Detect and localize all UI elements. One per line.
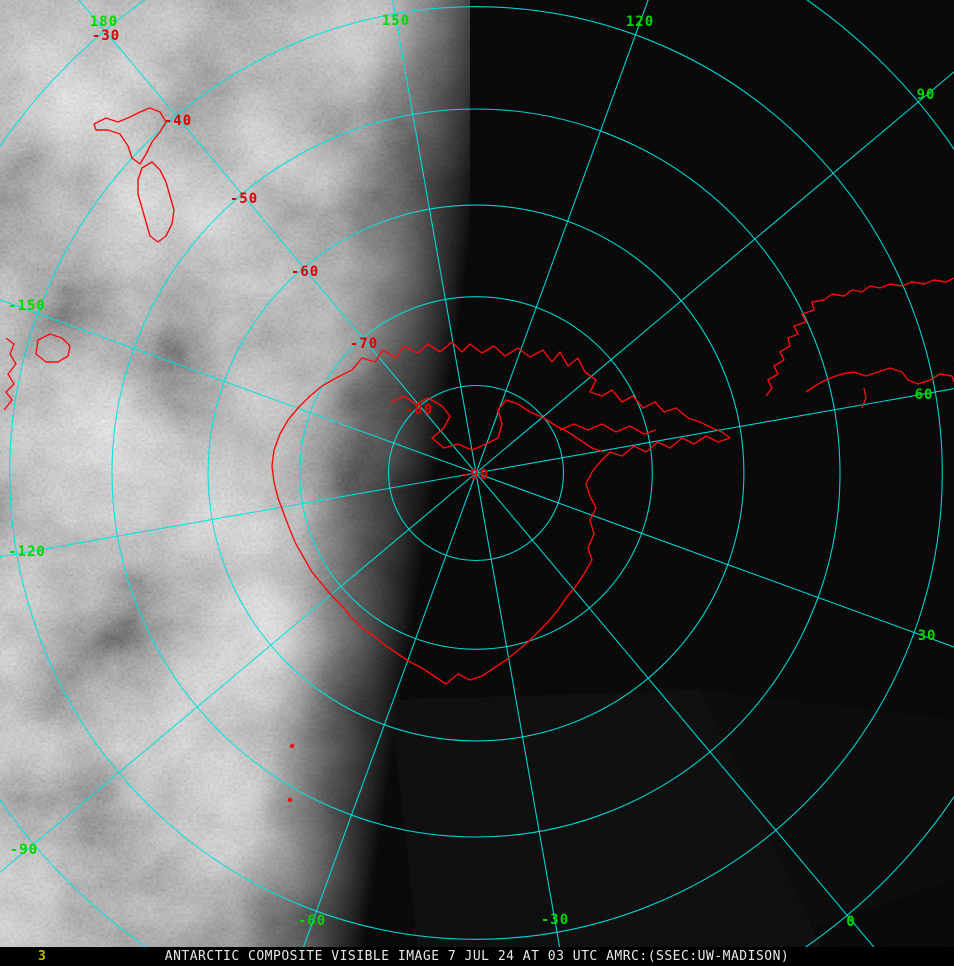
coastline-islet xyxy=(287,797,293,803)
meridian-line-210 xyxy=(0,299,477,474)
latitude-label: -40 xyxy=(164,113,192,129)
coastline-new-zealand-north xyxy=(93,107,167,165)
longitude-label: -120 xyxy=(8,544,46,560)
faint-sector-boundaries xyxy=(390,690,954,966)
latitude-circle--60 xyxy=(207,204,745,742)
longitude-label: 150 xyxy=(382,13,410,29)
longitude-label: 180 xyxy=(90,14,118,30)
coastline-antarctica-main xyxy=(271,341,731,685)
coastline-new-zealand-south xyxy=(137,161,175,243)
longitude-label: -90 xyxy=(10,842,38,858)
longitude-label: 0 xyxy=(846,914,855,930)
latitude-label: -30 xyxy=(92,28,120,44)
meridian-line-150 xyxy=(392,0,477,474)
caption-bar: 3 ANTARCTIC COMPOSITE VISIBLE IMAGE 7 JU… xyxy=(0,947,954,966)
longitude-label: -30 xyxy=(541,912,569,928)
latitude-label: -50 xyxy=(230,191,258,207)
longitude-label: -150 xyxy=(8,298,46,314)
meridian-line-30 xyxy=(475,472,954,648)
meridian-line-300 xyxy=(295,472,477,966)
longitude-label: 120 xyxy=(626,14,654,30)
frame-number: 3 xyxy=(38,949,46,964)
meridian-line-120 xyxy=(475,0,649,474)
caption-text: ANTARCTIC COMPOSITE VISIBLE IMAGE 7 JUL … xyxy=(164,949,790,964)
latitude-circle--80 xyxy=(387,384,565,562)
longitude-label: 30 xyxy=(918,628,937,644)
coastlines xyxy=(3,107,954,803)
coastline-right-coast xyxy=(805,367,954,393)
coastline-antarctica-interior-coast xyxy=(391,395,605,453)
longitude-label: -60 xyxy=(298,913,326,929)
coastline-right-coast-spur xyxy=(861,387,867,409)
latitude-labels: -30 -40 -50 -60 -70 -80 -90 xyxy=(92,28,489,483)
latitude-label: -70 xyxy=(350,336,378,352)
longitude-label: 60 xyxy=(915,387,934,403)
meridian-line-90 xyxy=(475,71,954,474)
latitude-label: -60 xyxy=(291,264,319,280)
latitude-circle--40 xyxy=(9,6,943,940)
latitude-circle--50 xyxy=(111,108,841,838)
coastline-islet xyxy=(289,743,295,749)
meridian-line-240 xyxy=(0,472,477,558)
meridian-line-330 xyxy=(475,472,564,966)
coastline-left-edge-coast xyxy=(3,337,17,411)
coastline-right-archipelago xyxy=(765,277,954,397)
meridian-line-180 xyxy=(78,0,477,474)
coastline-islands-chain xyxy=(559,423,657,435)
meridian-line-60 xyxy=(475,388,954,474)
coastline-left-island xyxy=(35,333,71,363)
longitude-labels: 180 150 120 90 60 30 0 -30 -60 -90 -120 -150 xyxy=(8,13,937,930)
latitude-label: -90 xyxy=(461,467,489,483)
meridian-line-0 xyxy=(475,472,891,966)
latitude-circle--70 xyxy=(299,296,653,650)
meridian-line-270 xyxy=(0,472,477,874)
longitude-label: 90 xyxy=(917,87,936,103)
latitude-label: -80 xyxy=(405,402,433,418)
